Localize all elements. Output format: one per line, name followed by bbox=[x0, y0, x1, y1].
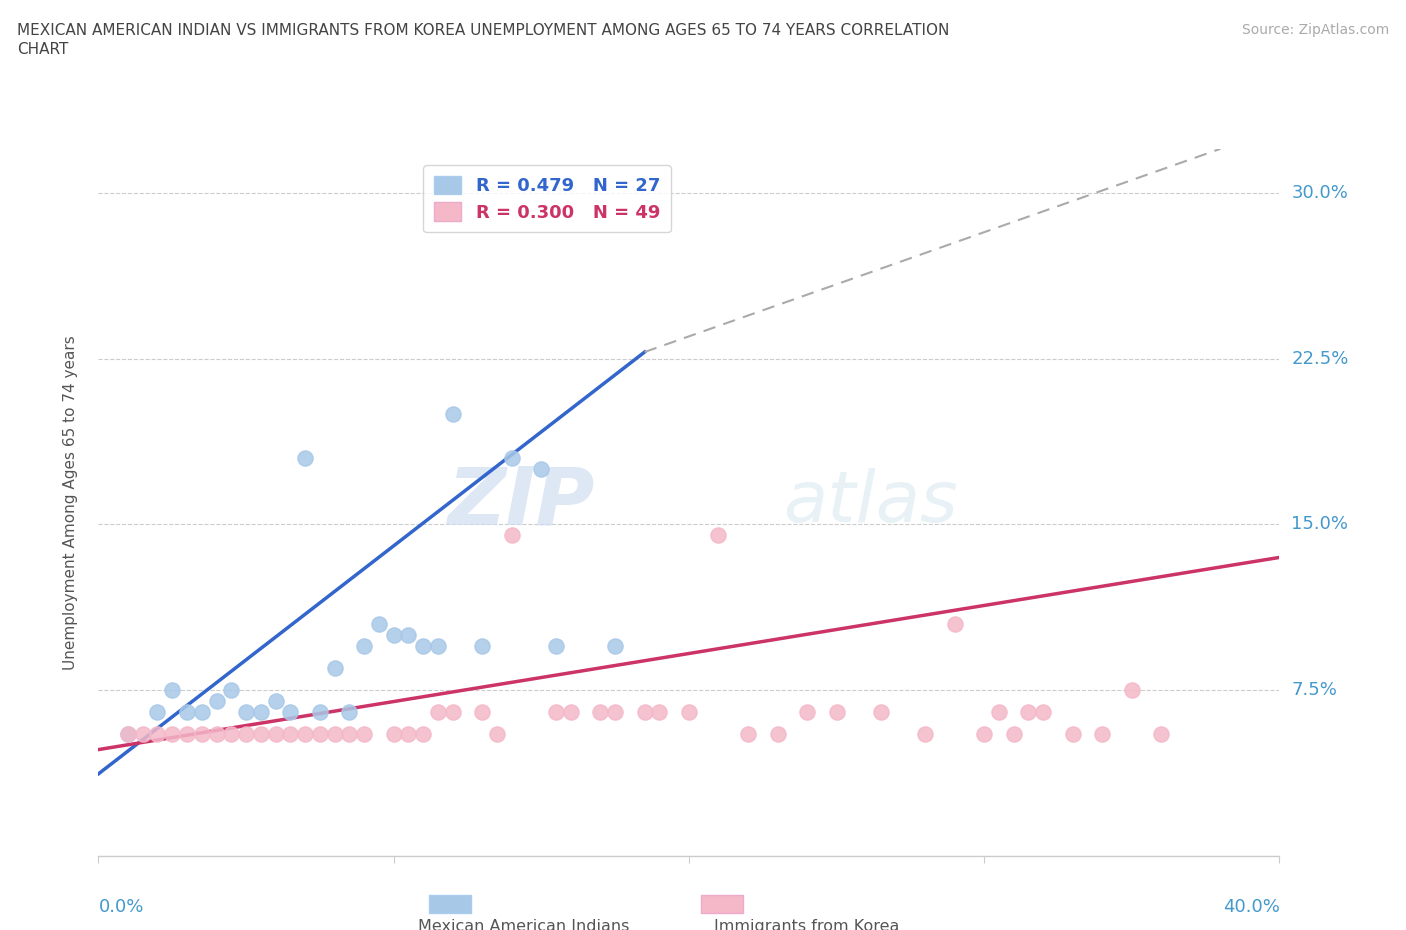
Point bbox=[1091, 726, 1114, 741]
Point bbox=[678, 705, 700, 720]
Point bbox=[264, 694, 287, 709]
Text: MEXICAN AMERICAN INDIAN VS IMMIGRANTS FROM KOREA UNEMPLOYMENT AMONG AGES 65 TO 7: MEXICAN AMERICAN INDIAN VS IMMIGRANTS FR… bbox=[17, 23, 949, 38]
Point bbox=[382, 726, 405, 741]
Point bbox=[766, 726, 789, 741]
Legend: R = 0.479   N = 27, R = 0.300   N = 49: R = 0.479 N = 27, R = 0.300 N = 49 bbox=[423, 165, 671, 232]
Text: ZIP: ZIP bbox=[447, 463, 595, 541]
Point bbox=[219, 683, 242, 698]
Point bbox=[176, 726, 198, 741]
Point bbox=[1121, 683, 1143, 698]
Text: 40.0%: 40.0% bbox=[1223, 898, 1279, 916]
Point bbox=[737, 726, 759, 741]
Point bbox=[412, 638, 434, 653]
Point bbox=[323, 660, 346, 675]
Point bbox=[1062, 726, 1084, 741]
Point bbox=[501, 451, 523, 466]
Point bbox=[633, 705, 655, 720]
Point bbox=[605, 638, 627, 653]
Point bbox=[1032, 705, 1054, 720]
Point bbox=[396, 628, 419, 643]
Point bbox=[1150, 726, 1173, 741]
Text: atlas: atlas bbox=[783, 468, 957, 537]
Point bbox=[869, 705, 891, 720]
Point bbox=[796, 705, 818, 720]
Point bbox=[544, 638, 567, 653]
Point bbox=[278, 705, 302, 720]
Point bbox=[250, 726, 273, 741]
Point bbox=[544, 705, 567, 720]
Point bbox=[368, 617, 391, 631]
Point bbox=[382, 628, 405, 643]
Point bbox=[191, 705, 214, 720]
Point bbox=[987, 705, 1010, 720]
Point bbox=[323, 726, 346, 741]
Point bbox=[973, 726, 995, 741]
Point bbox=[914, 726, 936, 741]
Point bbox=[707, 528, 730, 543]
Point bbox=[560, 705, 582, 720]
Point bbox=[353, 726, 375, 741]
Point bbox=[219, 726, 242, 741]
Point bbox=[235, 705, 257, 720]
Point bbox=[471, 705, 494, 720]
Point bbox=[235, 726, 257, 741]
Point bbox=[412, 726, 434, 741]
Point bbox=[294, 726, 316, 741]
Point bbox=[1017, 705, 1039, 720]
Point bbox=[441, 406, 464, 421]
Text: Immigrants from Korea: Immigrants from Korea bbox=[714, 919, 900, 930]
Point bbox=[264, 726, 287, 741]
Point bbox=[486, 726, 509, 741]
Point bbox=[176, 705, 198, 720]
Point bbox=[441, 705, 464, 720]
Point bbox=[309, 705, 332, 720]
Point bbox=[427, 638, 450, 653]
Point bbox=[205, 726, 228, 741]
Point bbox=[471, 638, 494, 653]
Text: 30.0%: 30.0% bbox=[1291, 184, 1348, 202]
Point bbox=[294, 451, 316, 466]
Point bbox=[205, 694, 228, 709]
Point bbox=[250, 705, 273, 720]
Point bbox=[117, 726, 139, 741]
Point bbox=[589, 705, 612, 720]
Text: CHART: CHART bbox=[17, 42, 69, 57]
Point bbox=[132, 726, 155, 741]
Point bbox=[278, 726, 302, 741]
Point bbox=[191, 726, 214, 741]
Y-axis label: Unemployment Among Ages 65 to 74 years: Unemployment Among Ages 65 to 74 years bbox=[63, 335, 77, 670]
Point bbox=[353, 638, 375, 653]
Point bbox=[146, 726, 169, 741]
Point bbox=[943, 617, 966, 631]
Point bbox=[146, 705, 169, 720]
Text: 22.5%: 22.5% bbox=[1291, 350, 1348, 367]
Point bbox=[117, 726, 139, 741]
Point bbox=[309, 726, 332, 741]
Point bbox=[162, 683, 183, 698]
Text: 0.0%: 0.0% bbox=[98, 898, 143, 916]
Point bbox=[162, 726, 183, 741]
Text: 7.5%: 7.5% bbox=[1291, 681, 1337, 699]
Point bbox=[825, 705, 848, 720]
Point bbox=[648, 705, 671, 720]
Point bbox=[501, 528, 523, 543]
Point bbox=[1002, 726, 1025, 741]
Point bbox=[605, 705, 627, 720]
Point bbox=[530, 461, 553, 476]
Point bbox=[427, 705, 450, 720]
Point bbox=[396, 726, 419, 741]
Text: Source: ZipAtlas.com: Source: ZipAtlas.com bbox=[1241, 23, 1389, 37]
Point bbox=[337, 726, 360, 741]
Point bbox=[337, 705, 360, 720]
Text: 15.0%: 15.0% bbox=[1291, 515, 1348, 533]
Text: Mexican American Indians: Mexican American Indians bbox=[418, 919, 630, 930]
